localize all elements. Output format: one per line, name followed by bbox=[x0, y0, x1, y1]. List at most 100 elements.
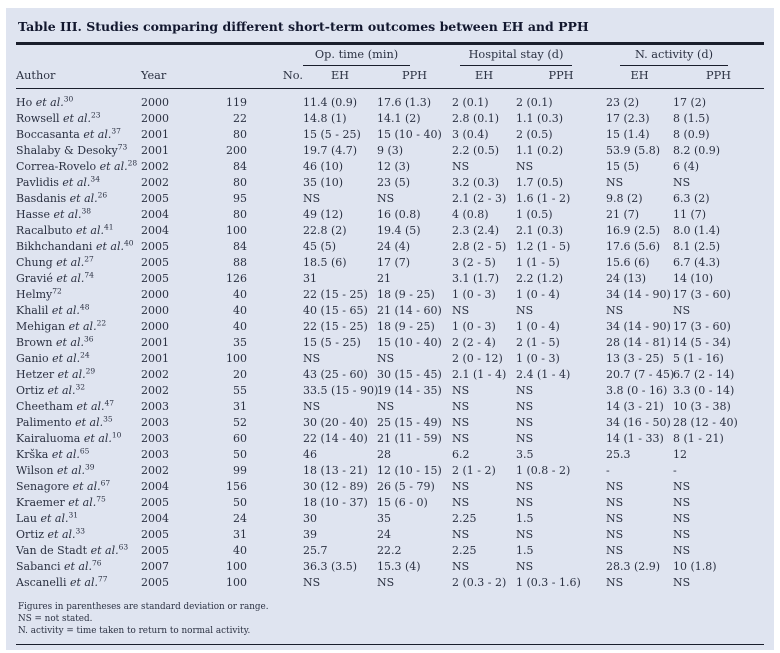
act-pph-cell: NS bbox=[673, 480, 691, 493]
act-pph-cell: 6 (4) bbox=[673, 160, 700, 173]
op-eh-cell: 22 (14 - 40) bbox=[303, 432, 368, 445]
no-cell: 40 bbox=[233, 288, 247, 301]
no-cell: 88 bbox=[233, 256, 247, 269]
op-eh-cell: 19.7 (4.7) bbox=[303, 144, 358, 157]
stay-pph-cell: 2 (0.5) bbox=[516, 128, 553, 141]
table-row: Ortiz et al.32 2002 55 33.5 (15 - 90) 19 (14… bbox=[16, 383, 764, 399]
author-cell: Correa-Rovelo et al.28 bbox=[16, 158, 138, 173]
stay-pph-cell: NS bbox=[516, 384, 534, 397]
act-pph-cell: 6.3 (2) bbox=[673, 192, 710, 205]
no-cell: 40 bbox=[233, 544, 247, 557]
op-pph-cell: 21 (14 - 60) bbox=[377, 304, 442, 317]
author-cell: Brown et al.36 bbox=[16, 334, 94, 349]
stay-pph-cell: 2 (0.1) bbox=[516, 96, 553, 109]
op-pph-cell: NS bbox=[377, 192, 395, 205]
stay-eh-cell: 4 (0.8) bbox=[452, 208, 489, 221]
footnote-line: Figures in parentheses are standard devi… bbox=[18, 602, 269, 612]
op-eh-cell: 22.8 (2) bbox=[303, 224, 347, 237]
op-eh-cell: 14.8 (1) bbox=[303, 112, 347, 125]
op-eh-cell: 39 bbox=[303, 528, 317, 541]
stay-pph-cell: NS bbox=[516, 528, 534, 541]
footnote-line: NS = not stated. bbox=[18, 614, 93, 624]
op-eh-cell: 49 (12) bbox=[303, 208, 344, 221]
act-eh-cell: NS bbox=[606, 304, 624, 317]
op-eh-cell: 25.7 bbox=[303, 544, 328, 557]
stay-pph-cell: NS bbox=[516, 400, 534, 413]
table-row: Van de Stadt et al.63 2005 40 25.7 22.2 2.25 1… bbox=[16, 543, 764, 559]
stay-eh-cell: 2 (0 - 12) bbox=[452, 352, 503, 365]
no-cell: 119 bbox=[226, 96, 247, 109]
table-row: Palimento et al.35 2003 52 30 (20 - 40) 25 (… bbox=[16, 415, 764, 431]
stay-eh-cell: 2 (1 - 2) bbox=[452, 464, 496, 477]
year-cell: 2005 bbox=[141, 528, 169, 541]
stay-eh-cell: 1 (0 - 3) bbox=[452, 320, 496, 333]
act-eh-cell: 53.9 (5.8) bbox=[606, 144, 661, 157]
stay-eh-cell: 2.1 (1 - 4) bbox=[452, 368, 507, 381]
author-cell: Ortiz et al.32 bbox=[16, 382, 86, 397]
no-cell: 126 bbox=[226, 272, 247, 285]
year-cell: 2003 bbox=[141, 448, 169, 461]
no-cell: 31 bbox=[233, 528, 247, 541]
col-header-no: No. bbox=[205, 66, 303, 89]
col-header-act-pph: PPH bbox=[673, 66, 765, 89]
op-eh-cell: 30 (20 - 40) bbox=[303, 416, 368, 429]
op-eh-cell: NS bbox=[303, 352, 321, 365]
author-cell: Wilson et al.39 bbox=[16, 462, 95, 477]
col-header-act-eh: EH bbox=[606, 66, 674, 89]
year-cell: 2005 bbox=[141, 544, 169, 557]
col-header-op-pph: PPH bbox=[377, 66, 453, 89]
stay-pph-cell: 3.5 bbox=[516, 448, 534, 461]
act-eh-cell: 9.8 (2) bbox=[606, 192, 643, 205]
author-cell: Palimento et al.35 bbox=[16, 414, 113, 429]
table-row: Shalaby & Desoky73 2001 200 19.7 (4.7) 9 (3)… bbox=[16, 143, 764, 159]
act-eh-cell: 23 (2) bbox=[606, 96, 640, 109]
year-cell: 2001 bbox=[141, 336, 169, 349]
group-label-op-time: Op. time (min) bbox=[303, 46, 411, 66]
year-cell: 2005 bbox=[141, 576, 169, 589]
group-label-hospital-stay: Hospital stay (d) bbox=[460, 46, 573, 66]
table-body: Ho et al.30 2000 119 11.4 (0.9) 17.6 (1.3) 2 … bbox=[16, 89, 764, 592]
act-eh-cell: 34 (14 - 90) bbox=[606, 320, 671, 333]
table-row: Wilson et al.39 2002 99 18 (13 - 21) 12 (10 … bbox=[16, 463, 764, 479]
table-row: Mehigan et al.22 2000 40 22 (15 - 25) 18 (9 … bbox=[16, 319, 764, 335]
act-eh-cell: - bbox=[606, 464, 610, 477]
op-eh-cell: NS bbox=[303, 576, 321, 589]
op-pph-cell: 12 (3) bbox=[377, 160, 411, 173]
author-cell: Racalbuto et al.41 bbox=[16, 222, 114, 237]
stay-eh-cell: 2.25 bbox=[452, 512, 477, 525]
stay-eh-cell: NS bbox=[452, 480, 470, 493]
year-cell: 2001 bbox=[141, 352, 169, 365]
group-header-hospital-stay: Hospital stay (d) bbox=[452, 46, 606, 66]
op-eh-cell: 11.4 (0.9) bbox=[303, 96, 358, 109]
no-cell: 99 bbox=[233, 464, 247, 477]
table-row: Ganio et al.24 2001 100 NS NS 2 (0 - 12) 1 (0 … bbox=[16, 351, 764, 367]
author-cell: Ganio et al.24 bbox=[16, 350, 90, 365]
table-row: Boccasanta et al.37 2001 80 15 (5 - 25) 15 (… bbox=[16, 127, 764, 143]
no-cell: 22 bbox=[233, 112, 247, 125]
act-pph-cell: NS bbox=[673, 304, 691, 317]
footnotes: Figures in parentheses are standard devi… bbox=[16, 591, 764, 641]
op-pph-cell: 18 (9 - 25) bbox=[377, 288, 435, 301]
op-pph-cell: 15 (10 - 40) bbox=[377, 128, 442, 141]
act-eh-cell: 24 (13) bbox=[606, 272, 647, 285]
act-pph-cell: 8.1 (2.5) bbox=[673, 240, 721, 253]
op-pph-cell: 18 (9 - 25) bbox=[377, 320, 435, 333]
stay-eh-cell: 1 (0 - 3) bbox=[452, 288, 496, 301]
stay-eh-cell: 2 (0.1) bbox=[452, 96, 489, 109]
year-cell: 2004 bbox=[141, 480, 169, 493]
year-cell: 2004 bbox=[141, 208, 169, 221]
year-cell: 2005 bbox=[141, 272, 169, 285]
op-eh-cell: 46 bbox=[303, 448, 317, 461]
year-cell: 2003 bbox=[141, 416, 169, 429]
act-pph-cell: 8 (1 - 21) bbox=[673, 432, 724, 445]
group-header-n-activity: N. activity (d) bbox=[606, 46, 764, 66]
table-row: Racalbuto et al.41 2004 100 22.8 (2) 19.4 (5… bbox=[16, 223, 764, 239]
stay-pph-cell: 2 (1 - 5) bbox=[516, 336, 560, 349]
table-row: Krška et al.65 2003 50 46 28 6.2 3.5 25.3 12 bbox=[16, 447, 764, 463]
stay-pph-cell: 1.5 bbox=[516, 544, 534, 557]
act-pph-cell: 5 (1 - 16) bbox=[673, 352, 724, 365]
no-cell: 40 bbox=[233, 304, 247, 317]
group-header-op-time: Op. time (min) bbox=[303, 46, 452, 66]
stay-eh-cell: 2.1 (2 - 3) bbox=[452, 192, 507, 205]
stay-pph-cell: 2.1 (0.3) bbox=[516, 224, 564, 237]
